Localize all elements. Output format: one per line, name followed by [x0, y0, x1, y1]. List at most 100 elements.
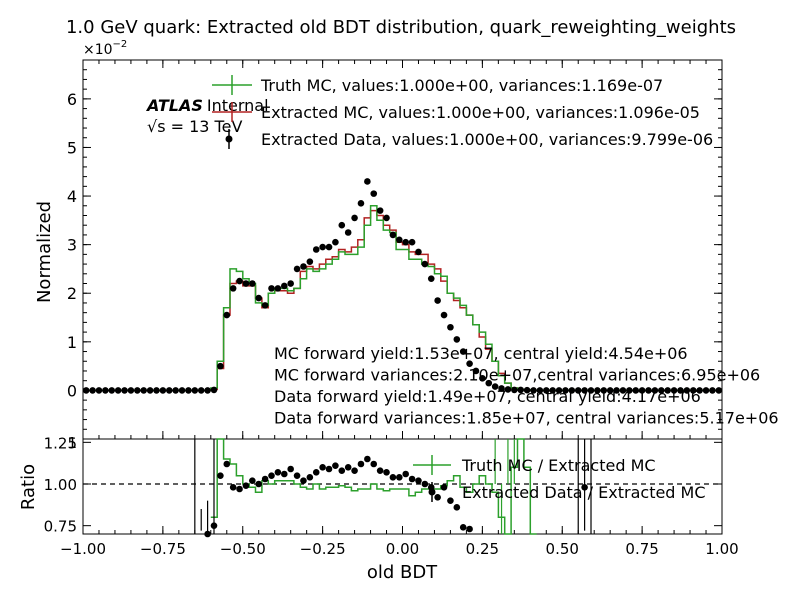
data-point — [453, 336, 461, 343]
data-point — [689, 387, 697, 394]
ratio-panel-series — [83, 438, 722, 538]
x-tick-label: 0.25 — [466, 540, 499, 558]
legend-marker-2 — [225, 135, 233, 143]
data-point — [255, 294, 263, 302]
data-point — [696, 387, 703, 394]
ratio-data-point — [389, 474, 397, 481]
annotation-line: Data forward yield:1.49e+07, central yie… — [274, 387, 701, 406]
ratio-data-point — [383, 469, 390, 476]
data-point — [376, 207, 384, 214]
data-point — [657, 387, 665, 394]
ratio-data-point — [306, 474, 314, 481]
data-point — [511, 386, 518, 394]
data-point — [325, 243, 333, 251]
data-point — [613, 387, 620, 394]
data-point — [332, 238, 339, 246]
data-point — [645, 387, 652, 394]
ratio-data-point — [376, 467, 384, 474]
ratio-data-point — [338, 467, 346, 474]
data-point — [127, 387, 135, 394]
x-tick-label: −0.50 — [220, 540, 266, 558]
data-point — [485, 379, 493, 387]
data-point — [670, 387, 678, 394]
ratio-data-point — [242, 482, 250, 489]
ratio-data-point — [261, 475, 269, 483]
data-point — [268, 285, 275, 292]
data-point — [472, 367, 480, 375]
ratio-data-point — [249, 477, 256, 484]
data-point — [389, 231, 397, 239]
ratio-data-point — [466, 525, 473, 533]
data-point — [459, 348, 467, 355]
top-ytick-label: 1 — [67, 333, 77, 352]
atlas-label-bold: ATLAS — [145, 96, 203, 115]
legend-label-1: Extracted MC, values:1.000e+00, variance… — [261, 103, 700, 122]
x-tick-label: 0.00 — [386, 540, 419, 558]
data-point — [677, 387, 684, 394]
yield-annotations: MC forward yield:1.53e+07, central yield… — [274, 344, 779, 428]
data-point — [555, 387, 563, 394]
ratio-truth-step — [210, 438, 537, 535]
data-point — [517, 386, 525, 394]
data-point — [242, 280, 250, 287]
data-point — [134, 387, 141, 394]
ratio-data-point — [421, 480, 429, 488]
x-axis: −1.00 −0.75 −0.50 −0.25 0.00 0.25 0.50 0.75 1.00 — [60, 540, 739, 558]
ratio-data-point — [415, 477, 422, 484]
data-point — [536, 387, 544, 394]
ratio-legend: Truth MC / Extracted MC Extracted Data / … — [413, 455, 706, 502]
data-point — [108, 387, 116, 394]
data-point — [504, 386, 512, 393]
data-point — [185, 387, 192, 394]
ratio-data-point — [332, 462, 339, 469]
data-point — [82, 387, 90, 394]
data-point — [606, 387, 614, 394]
ratio-data-point — [440, 484, 448, 491]
data-point — [249, 280, 256, 287]
y-scale-base: ×10 — [83, 42, 113, 58]
data-point — [280, 282, 288, 290]
data-point — [357, 200, 365, 207]
ratio-data-point — [370, 460, 378, 468]
data-point — [121, 387, 128, 394]
ratio-data-point — [319, 464, 326, 471]
data-point — [581, 387, 588, 394]
ratio-data-point — [274, 469, 282, 476]
ratio-data-point — [223, 460, 231, 468]
data-point — [293, 265, 301, 273]
data-point — [568, 387, 576, 394]
ratio-data-point — [229, 484, 237, 491]
data-point — [447, 323, 454, 331]
data-point — [594, 387, 601, 394]
data-point — [364, 178, 371, 185]
data-point — [351, 214, 358, 222]
data-point — [370, 190, 378, 197]
data-point — [89, 387, 96, 394]
x-axis-label: old BDT — [367, 562, 438, 583]
data-point — [95, 387, 103, 394]
data-point — [574, 387, 582, 394]
ratio-data-point — [217, 472, 224, 479]
data-point — [344, 229, 352, 236]
x-tick-label: −1.00 — [60, 540, 106, 558]
x-tick-label: −0.75 — [140, 540, 186, 558]
data-point — [619, 387, 627, 394]
data-point — [415, 248, 422, 256]
annotation-line: Data forward variances:1.85e+07, central… — [274, 409, 779, 428]
chart-title: 1.0 GeV quark: Extracted old BDT distrib… — [66, 17, 736, 38]
data-point — [153, 387, 160, 394]
ratio-data-point — [280, 470, 288, 478]
energy-label: √s = 13 TeV — [147, 117, 242, 136]
data-point — [210, 386, 218, 394]
data-point — [172, 387, 179, 394]
legend-label-0: Truth MC, values:1.000e+00, variances:1.… — [260, 76, 663, 95]
data-point — [562, 387, 569, 394]
top-panel-series — [82, 178, 723, 394]
x-tick-label: 0.50 — [546, 540, 579, 558]
y-scale-label: ×10−2 — [83, 39, 127, 58]
ratio-ylabel: Ratio — [18, 464, 39, 510]
ratio-data-point — [364, 455, 371, 463]
legend-label-2: Extracted Data, values:1.000e+00, varian… — [261, 130, 713, 149]
ratio-data-point — [325, 465, 333, 473]
ratio-legend-label: Extracted Data / Extracted MC — [462, 483, 706, 502]
